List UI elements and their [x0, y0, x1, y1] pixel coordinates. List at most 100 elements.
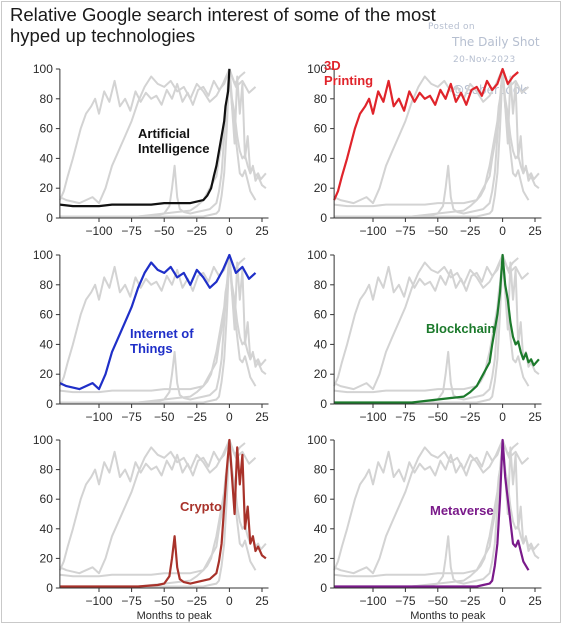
y-tick-label: 60: [40, 122, 54, 136]
y-tick-label: 100: [307, 248, 327, 262]
y-tick-label: 100: [33, 433, 53, 447]
gray-line-3d-printing: [58, 439, 246, 571]
x-tick-label: −100: [85, 410, 112, 424]
y-tick-label: 100: [33, 62, 53, 76]
series-label-internet-of-things: Internet of Things: [130, 326, 194, 356]
y-tick-label: 40: [314, 522, 328, 536]
y-tick-label: 60: [314, 308, 328, 322]
gray-line-crypto: [59, 254, 267, 404]
y-tick-label: 20: [40, 367, 54, 381]
y-tick-label: 20: [314, 181, 328, 195]
gray-line-crypto: [334, 439, 540, 588]
series-line-artificial-intelligence: [59, 68, 231, 208]
watermark-posted-on: Posted on: [428, 22, 475, 32]
x-tick-label: 0: [499, 224, 506, 238]
y-tick-label: 60: [314, 492, 328, 506]
gray-line-internet-of-things: [59, 439, 257, 575]
y-tick-label: 0: [320, 211, 327, 225]
y-tick-label: 40: [314, 337, 328, 351]
gray-line-internet-of-things: [333, 439, 530, 575]
x-tick-label: 25: [528, 410, 542, 424]
y-tick-label: 80: [40, 463, 54, 477]
chart-title: Relative Google search interest of some …: [10, 4, 436, 46]
gray-line-metaverse: [59, 68, 257, 218]
series-label-artificial-intelligence: Artificial Intelligence: [138, 126, 210, 156]
series-line-blockchain: [334, 253, 540, 404]
series-line-internet-of-things: [59, 253, 257, 391]
y-tick-label: 0: [320, 397, 327, 411]
x-tick-label: −75: [395, 224, 416, 238]
y-tick-label: 100: [307, 433, 327, 447]
series-label-metaverse: Metaverse: [430, 503, 494, 518]
y-tick-label: 40: [314, 151, 328, 165]
y-tick-label: 0: [46, 211, 53, 225]
y-tick-label: 80: [314, 92, 328, 106]
gray-line-artificial-intelligence: [59, 254, 231, 394]
x-tick-label: −25: [460, 410, 481, 424]
gray-line-metaverse: [59, 254, 257, 404]
y-tick-label: 40: [40, 522, 54, 536]
gray-line-3d-printing: [58, 68, 246, 201]
x-tick-label: −75: [121, 224, 142, 238]
y-tick-label: 0: [320, 581, 327, 595]
x-tick-label: 25: [255, 594, 269, 608]
y-tick-label: 60: [40, 308, 54, 322]
series-line-crypto: [59, 438, 267, 588]
panel-metaverse: 0 20 40 60 80 100 −100 −75 −50 −25 0 25 Metaverse Mon…: [307, 433, 542, 622]
gray-line-3d-printing: [333, 254, 519, 387]
gray-line-crypto: [334, 254, 540, 404]
x-tick-label: −75: [121, 410, 142, 424]
y-tick-label: 20: [40, 181, 54, 195]
watermark-date: 20-Nov-2023: [453, 55, 516, 65]
y-tick-label: 0: [46, 397, 53, 411]
x-tick-label: 25: [528, 594, 542, 608]
y-tick-label: 80: [314, 278, 328, 292]
panel-internet-of-things: 0 20 40 60 80 100 −100 −75 −50 −25 0 25 Internet of T…: [33, 248, 269, 424]
y-tick-label: 40: [40, 151, 54, 165]
gray-line-crypto: [334, 68, 540, 218]
y-tick-label: 100: [307, 62, 327, 76]
x-tick-label: −25: [187, 410, 208, 424]
y-tick-label: 20: [314, 551, 328, 565]
x-tick-label: −100: [359, 594, 386, 608]
y-tick-label: 100: [33, 248, 53, 262]
x-tick-label: 25: [255, 410, 269, 424]
x-tick-label: −50: [154, 224, 175, 238]
x-tick-label: −50: [154, 594, 175, 608]
y-tick-label: 20: [314, 367, 328, 381]
gray-line-artificial-intelligence: [333, 439, 504, 578]
y-tick-label: 80: [40, 278, 54, 292]
x-tick-label: −50: [154, 410, 175, 424]
y-tick-label: 80: [314, 463, 328, 477]
x-tick-label: −25: [187, 224, 208, 238]
series-label-blockchain: Blockchain: [426, 321, 495, 336]
series-label-3d-printing: 3D Printing: [324, 58, 373, 88]
watermark-source: The Daily Shot: [452, 35, 540, 49]
y-tick-label: 60: [40, 492, 54, 506]
x-tick-label: −25: [187, 594, 208, 608]
y-tick-label: 60: [314, 122, 328, 136]
x-tick-label: −75: [121, 594, 142, 608]
gray-line-metaverse: [59, 439, 257, 588]
gray-line-crypto: [59, 68, 267, 218]
x-tick-label: −100: [85, 594, 112, 608]
panel-crypto: 0 20 40 60 80 100 −100 −75 −50 −25 0 25 Crypto Months…: [33, 433, 269, 622]
x-tick-label: −75: [395, 594, 416, 608]
gray-line-3d-printing: [333, 439, 519, 571]
series-line-metaverse: [334, 438, 530, 588]
x-tick-label: −25: [460, 594, 481, 608]
gray-line-metaverse: [334, 254, 530, 404]
gray-line-artificial-intelligence: [333, 68, 504, 208]
x-tick-label: 0: [226, 410, 233, 424]
x-tick-label: −50: [428, 594, 449, 608]
x-axis-label: Months to peak: [137, 610, 213, 622]
series-label-crypto: Crypto: [180, 499, 222, 514]
y-tick-label: 40: [40, 337, 54, 351]
panel-3d-printing: 0 20 40 60 80 100 −100 −75 −50 −25 0 25 3D Printing: [307, 58, 542, 238]
gray-line-artificial-intelligence: [59, 439, 231, 578]
x-tick-label: −25: [460, 224, 481, 238]
series-line-3d-printing: [333, 67, 519, 201]
panel-blockchain: 0 20 40 60 80 100 −100 −75 −50 −25 0 25 Blockchain: [307, 248, 542, 424]
